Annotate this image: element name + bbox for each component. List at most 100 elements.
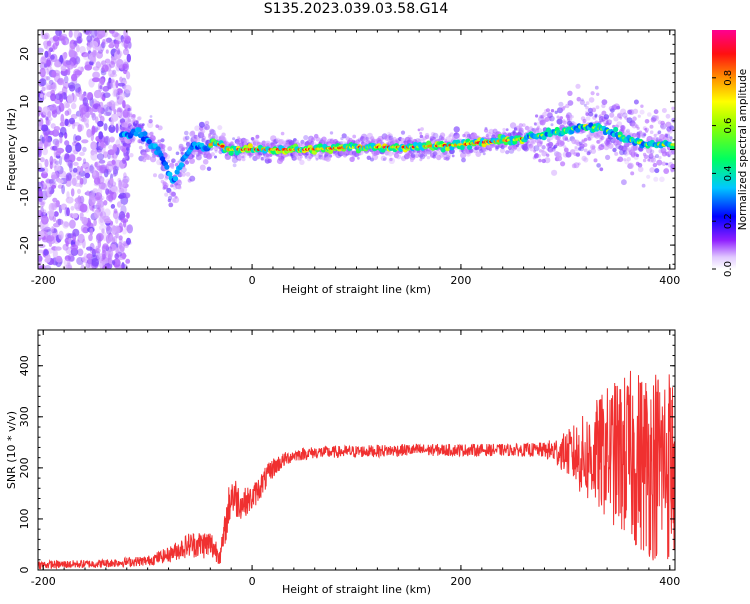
heatmap-halo-blob — [631, 132, 637, 138]
heatmap-halo-blob — [138, 145, 143, 150]
heatmap-noise-blob — [89, 166, 96, 173]
heatmap-noise-blob — [79, 177, 84, 185]
heatmap-halo-blob — [590, 91, 595, 96]
heatmap-halo-blob — [194, 125, 201, 132]
heatmap-noise-blob — [86, 128, 92, 138]
heatmap-noise-blob — [84, 172, 91, 179]
heatmap-noise-blob — [118, 194, 124, 199]
heatmap-noise-blob — [38, 197, 43, 203]
heatmap-noise-blob — [81, 52, 89, 58]
heatmap-halo-blob — [588, 111, 594, 117]
heatmap-noise-blob — [92, 188, 99, 194]
heatmap-halo-blob — [280, 131, 285, 136]
heatmap-noise-blob — [76, 175, 82, 180]
heatmap-halo-blob — [129, 138, 135, 144]
heatmap-noise-blob — [84, 64, 93, 71]
heatmap-halo-blob — [587, 137, 592, 141]
heatmap-noise-blob — [115, 217, 119, 224]
colorbar-tick-label: 0.4 — [723, 165, 734, 181]
heatmap-noise-blob — [54, 61, 62, 68]
heatmap-y-tick-label: 20 — [18, 47, 31, 61]
heatmap-halo-blob — [536, 125, 540, 129]
heatmap-noise-blob — [101, 64, 109, 73]
heatmap-noise-blob — [72, 167, 78, 173]
heatmap-halo-blob — [518, 123, 523, 128]
heatmap-noise-blob — [46, 187, 50, 197]
heatmap-noise-blob — [94, 209, 100, 219]
heatmap-noise-blob — [104, 208, 111, 217]
heatmap-halo-blob — [660, 124, 666, 130]
heatmap-halo-blob — [366, 155, 371, 160]
heatmap-noise-blob — [86, 253, 93, 260]
heatmap-noise-blob — [83, 252, 88, 261]
heatmap-halo-blob — [266, 142, 270, 147]
heatmap-halo-blob — [631, 122, 638, 129]
heatmap-halo-blob — [661, 108, 667, 113]
heatmap-halo-blob — [655, 154, 659, 159]
heatmap-halo-blob — [574, 147, 579, 152]
heatmap-halo-blob — [243, 138, 248, 143]
heatmap-halo-blob — [157, 139, 162, 144]
heatmap-halo-blob — [670, 169, 674, 173]
heatmap-noise-blob — [54, 246, 62, 251]
heatmap-noise-blob — [119, 76, 123, 83]
heatmap-halo-blob — [357, 156, 360, 160]
heatmap-halo-blob — [660, 120, 665, 126]
heatmap-halo-blob — [349, 156, 355, 162]
heatmap-halo-blob — [365, 136, 369, 141]
heatmap-halo-blob — [295, 139, 299, 144]
heatmap-halo-blob — [559, 116, 563, 120]
heatmap-noise-blob — [58, 156, 63, 166]
heatmap-halo-blob — [310, 140, 315, 145]
heatmap-noise-blob — [102, 39, 106, 45]
heatmap-halo-blob — [167, 146, 173, 152]
heatmap-halo-blob — [160, 144, 166, 149]
heatmap-halo-blob — [248, 155, 252, 159]
heatmap-halo-blob — [441, 136, 445, 140]
heatmap-halo-blob — [268, 158, 273, 162]
heatmap-halo-blob — [392, 136, 397, 141]
heatmap-halo-blob — [665, 121, 672, 128]
heatmap-noise-blob — [98, 131, 104, 140]
heatmap-halo-blob — [666, 150, 672, 157]
heatmap-halo-blob — [189, 158, 195, 164]
heatmap-halo-blob — [590, 144, 596, 150]
heatmap-noise-blob — [107, 248, 114, 258]
heatmap-halo-blob — [321, 136, 327, 142]
heatmap-noise-blob — [51, 44, 55, 53]
heatmap-halo-blob — [389, 137, 395, 143]
heatmap-noise-blob — [112, 69, 117, 75]
heatmap-halo-blob — [414, 153, 420, 158]
heatmap-noise-blob — [57, 218, 62, 226]
heatmap-halo-blob — [197, 138, 201, 142]
heatmap-halo-blob — [649, 124, 654, 129]
heatmap-noise-blob — [51, 184, 57, 189]
heatmap-halo-blob — [453, 132, 460, 139]
heatmap-halo-blob — [243, 142, 247, 146]
heatmap-noise-blob — [114, 101, 120, 106]
heatmap-halo-blob — [564, 137, 569, 141]
heatmap-noise-blob — [128, 41, 132, 49]
heatmap-noise-blob — [98, 159, 106, 164]
heatmap-noise-blob — [66, 61, 74, 70]
heatmap-halo-blob — [297, 156, 302, 161]
heatmap-noise-blob — [39, 117, 44, 127]
heatmap-halo-blob — [135, 120, 139, 124]
heatmap-noise-blob — [49, 209, 55, 217]
heatmap-noise-blob — [98, 164, 106, 174]
heatmap-halo-blob — [585, 116, 591, 121]
heatmap-noise-blob — [52, 216, 57, 222]
heatmap-noise-blob — [48, 178, 56, 185]
heatmap-noise-blob — [99, 85, 103, 90]
heatmap-halo-blob — [576, 96, 582, 102]
heatmap-halo-blob — [327, 143, 331, 147]
axes-layer: -200 0 200 400-200 0 200 400-20-10010200100200… — [5, 29, 749, 596]
heatmap-halo-blob — [551, 169, 558, 176]
heatmap-halo-blob — [575, 83, 581, 89]
heatmap-noise-blob — [59, 136, 63, 144]
heatmap-halo-blob — [621, 179, 627, 186]
heatmap-halo-blob — [539, 119, 546, 126]
heatmap-noise-blob — [106, 225, 112, 235]
heatmap-halo-blob — [538, 158, 542, 163]
heatmap-halo-blob — [396, 154, 402, 160]
